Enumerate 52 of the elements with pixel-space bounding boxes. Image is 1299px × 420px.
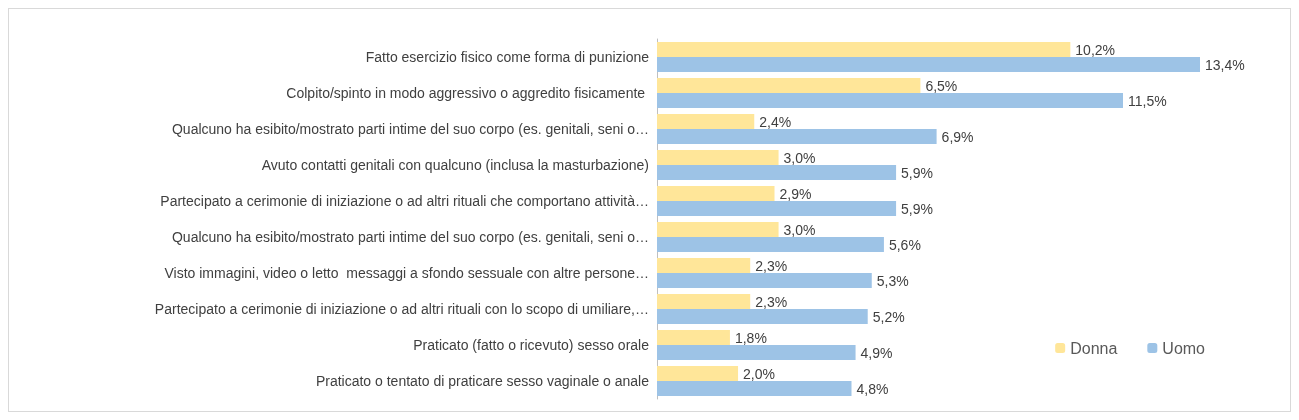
data-label: 2,3%	[755, 293, 788, 310]
y-tick-label: Partecipato a cerimonie di iniziazione o ad altri rituali che comportano attività…	[160, 193, 649, 209]
data-label: 5,3%	[876, 272, 909, 289]
bar	[657, 330, 730, 345]
y-tick-label: Praticato (fatto o ricevuto) sesso orale	[413, 337, 650, 353]
y-tick-label: Avuto contatti genitali con qualcuno (inclusa la masturbazione)	[261, 157, 649, 173]
y-tick-label: Partecipato a cerimonie di iniziazione o ad altri rituali con lo scopo di umiliare,…	[154, 301, 649, 317]
y-tick-label: Qualcuno ha esibito/mostrato parti intime del suo corpo (es. genitali, seni o…	[171, 121, 649, 137]
data-label: 6,9%	[941, 128, 974, 145]
legend-label: Donna	[1070, 339, 1118, 357]
data-label: 11,5%	[1128, 92, 1167, 109]
data-label: 3,0%	[783, 149, 816, 166]
legend-label: Uomo	[1162, 339, 1206, 357]
y-tick-label: Praticato o tentato di praticare sesso vaginale o anale	[315, 373, 650, 389]
bar	[657, 150, 779, 165]
bar	[657, 201, 897, 216]
data-label: 13,4%	[1205, 56, 1245, 73]
bar	[657, 114, 755, 129]
bar	[657, 237, 884, 252]
bar	[657, 258, 751, 273]
data-label: 5,9%	[901, 200, 933, 217]
y-tick-label: Visto immagini, video o letto messaggi a sfondo sessuale con altre persone…	[164, 265, 649, 281]
data-label: 6,5%	[925, 77, 958, 94]
bar	[657, 42, 1071, 57]
data-label: 2,4%	[759, 113, 792, 130]
data-label: 5,2%	[872, 308, 905, 325]
bar	[657, 93, 1124, 108]
bar	[657, 165, 897, 180]
bar	[657, 309, 868, 324]
data-label: 4,9%	[860, 344, 893, 361]
data-label: 10,2%	[1075, 41, 1116, 58]
y-tick-label: Fatto esercizio fisico come forma di punizione	[365, 49, 650, 65]
bar	[657, 186, 775, 201]
bar	[657, 57, 1200, 72]
data-label: 2,3%	[755, 257, 788, 274]
bar	[657, 222, 779, 237]
bar	[657, 345, 856, 360]
data-label: 3,0%	[783, 221, 816, 238]
bar	[657, 78, 921, 93]
data-label: 5,6%	[888, 236, 921, 253]
bar	[657, 294, 751, 309]
data-label: 5,9%	[901, 164, 933, 181]
data-label: 2,0%	[743, 365, 775, 382]
bar	[657, 381, 852, 396]
bar	[657, 129, 937, 144]
y-tick-label: Qualcuno ha esibito/mostrato parti intime del suo corpo (es. genitali, seni o…	[171, 229, 649, 245]
bar	[657, 366, 739, 381]
data-label: 1,8%	[734, 329, 767, 346]
bar	[657, 273, 872, 288]
data-label: 4,8%	[856, 380, 889, 397]
data-label: 2,9%	[779, 185, 812, 202]
y-tick-label: Colpito/spinto in modo aggressivo o aggredito fisicamente	[286, 85, 649, 101]
